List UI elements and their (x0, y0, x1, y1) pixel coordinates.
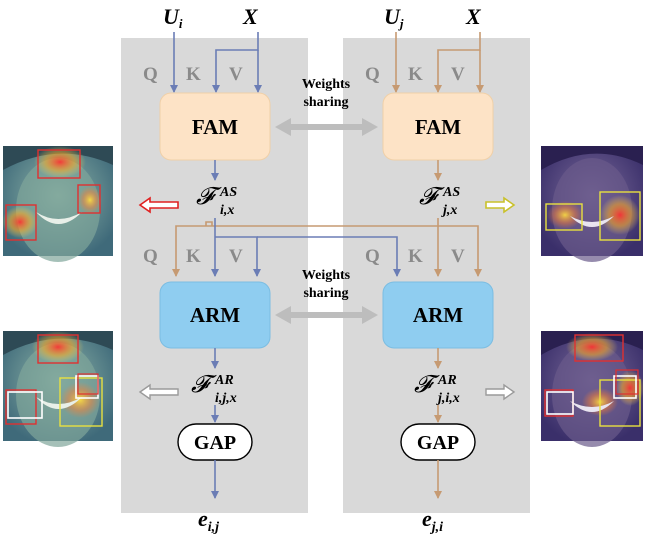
feature-as-left-sub: i,x (220, 203, 234, 218)
v-label: V (229, 246, 243, 267)
output-e-right: ej,i (422, 506, 443, 535)
q-label: Q (143, 64, 158, 85)
v-label: V (451, 246, 465, 267)
weights-sharing-mid-line2: sharing (303, 286, 348, 301)
left-attention-arrow-red (138, 196, 179, 214)
cross-connections-blue (211, 218, 401, 277)
input-u-right: Uj (384, 4, 404, 31)
shared-weights-arrow-mid (275, 306, 378, 324)
k-label: K (186, 246, 201, 267)
k-label: K (186, 64, 201, 85)
gap-label-left: GAP (194, 432, 236, 454)
weights-sharing-top-line2: sharing (303, 95, 348, 110)
v-label: V (229, 64, 243, 85)
fam-label-right: FAM (415, 115, 461, 139)
shared-weights-arrow-top (275, 118, 378, 136)
right-attention-arrow-yellow (485, 196, 516, 214)
feature-as-right-sup: AS (442, 185, 460, 200)
feature-ar-left-sub: i,j,x (215, 391, 237, 406)
k-label: K (408, 64, 423, 85)
weights-sharing-mid-line1: Weights (302, 268, 351, 283)
input-x-right: X (465, 4, 482, 29)
feature-as-left-sup: AS (219, 185, 237, 200)
feature-ar-right-sub: j,i,x (436, 391, 460, 406)
face-image-bottom-left (3, 331, 113, 447)
qkv-labels-top: Q K V Q K V (143, 64, 465, 85)
k-label: K (408, 246, 423, 267)
q-label: Q (365, 246, 380, 267)
q-label: Q (365, 64, 380, 85)
feature-ar-right-sup: AR (437, 373, 457, 388)
right-input-arrows (392, 32, 484, 93)
qkv-labels-mid: Q K V Q K V (143, 246, 465, 267)
left-attention-arrow-white (138, 383, 179, 401)
arm-label-left: ARM (190, 303, 240, 327)
fam-label-left: FAM (192, 115, 238, 139)
cross-connections-brown (172, 218, 482, 277)
left-input-arrows (170, 32, 262, 93)
arm-label-right: ARM (413, 303, 463, 327)
feature-ar-left-sup: AR (214, 373, 234, 388)
q-label: Q (143, 246, 158, 267)
right-attention-arrow-white (485, 383, 516, 401)
v-label: V (451, 64, 465, 85)
face-image-bottom-right (541, 331, 644, 447)
face-image-top-right (541, 146, 643, 262)
gap-label-right: GAP (417, 432, 459, 454)
input-x-left: X (242, 4, 259, 29)
feature-as-right-sub: j,x (441, 203, 457, 218)
output-e-left: ei,j (198, 506, 219, 535)
weights-sharing-top-line1: Weights (302, 77, 351, 92)
input-u-left: Ui (163, 4, 183, 31)
face-image-top-left (2, 146, 113, 262)
